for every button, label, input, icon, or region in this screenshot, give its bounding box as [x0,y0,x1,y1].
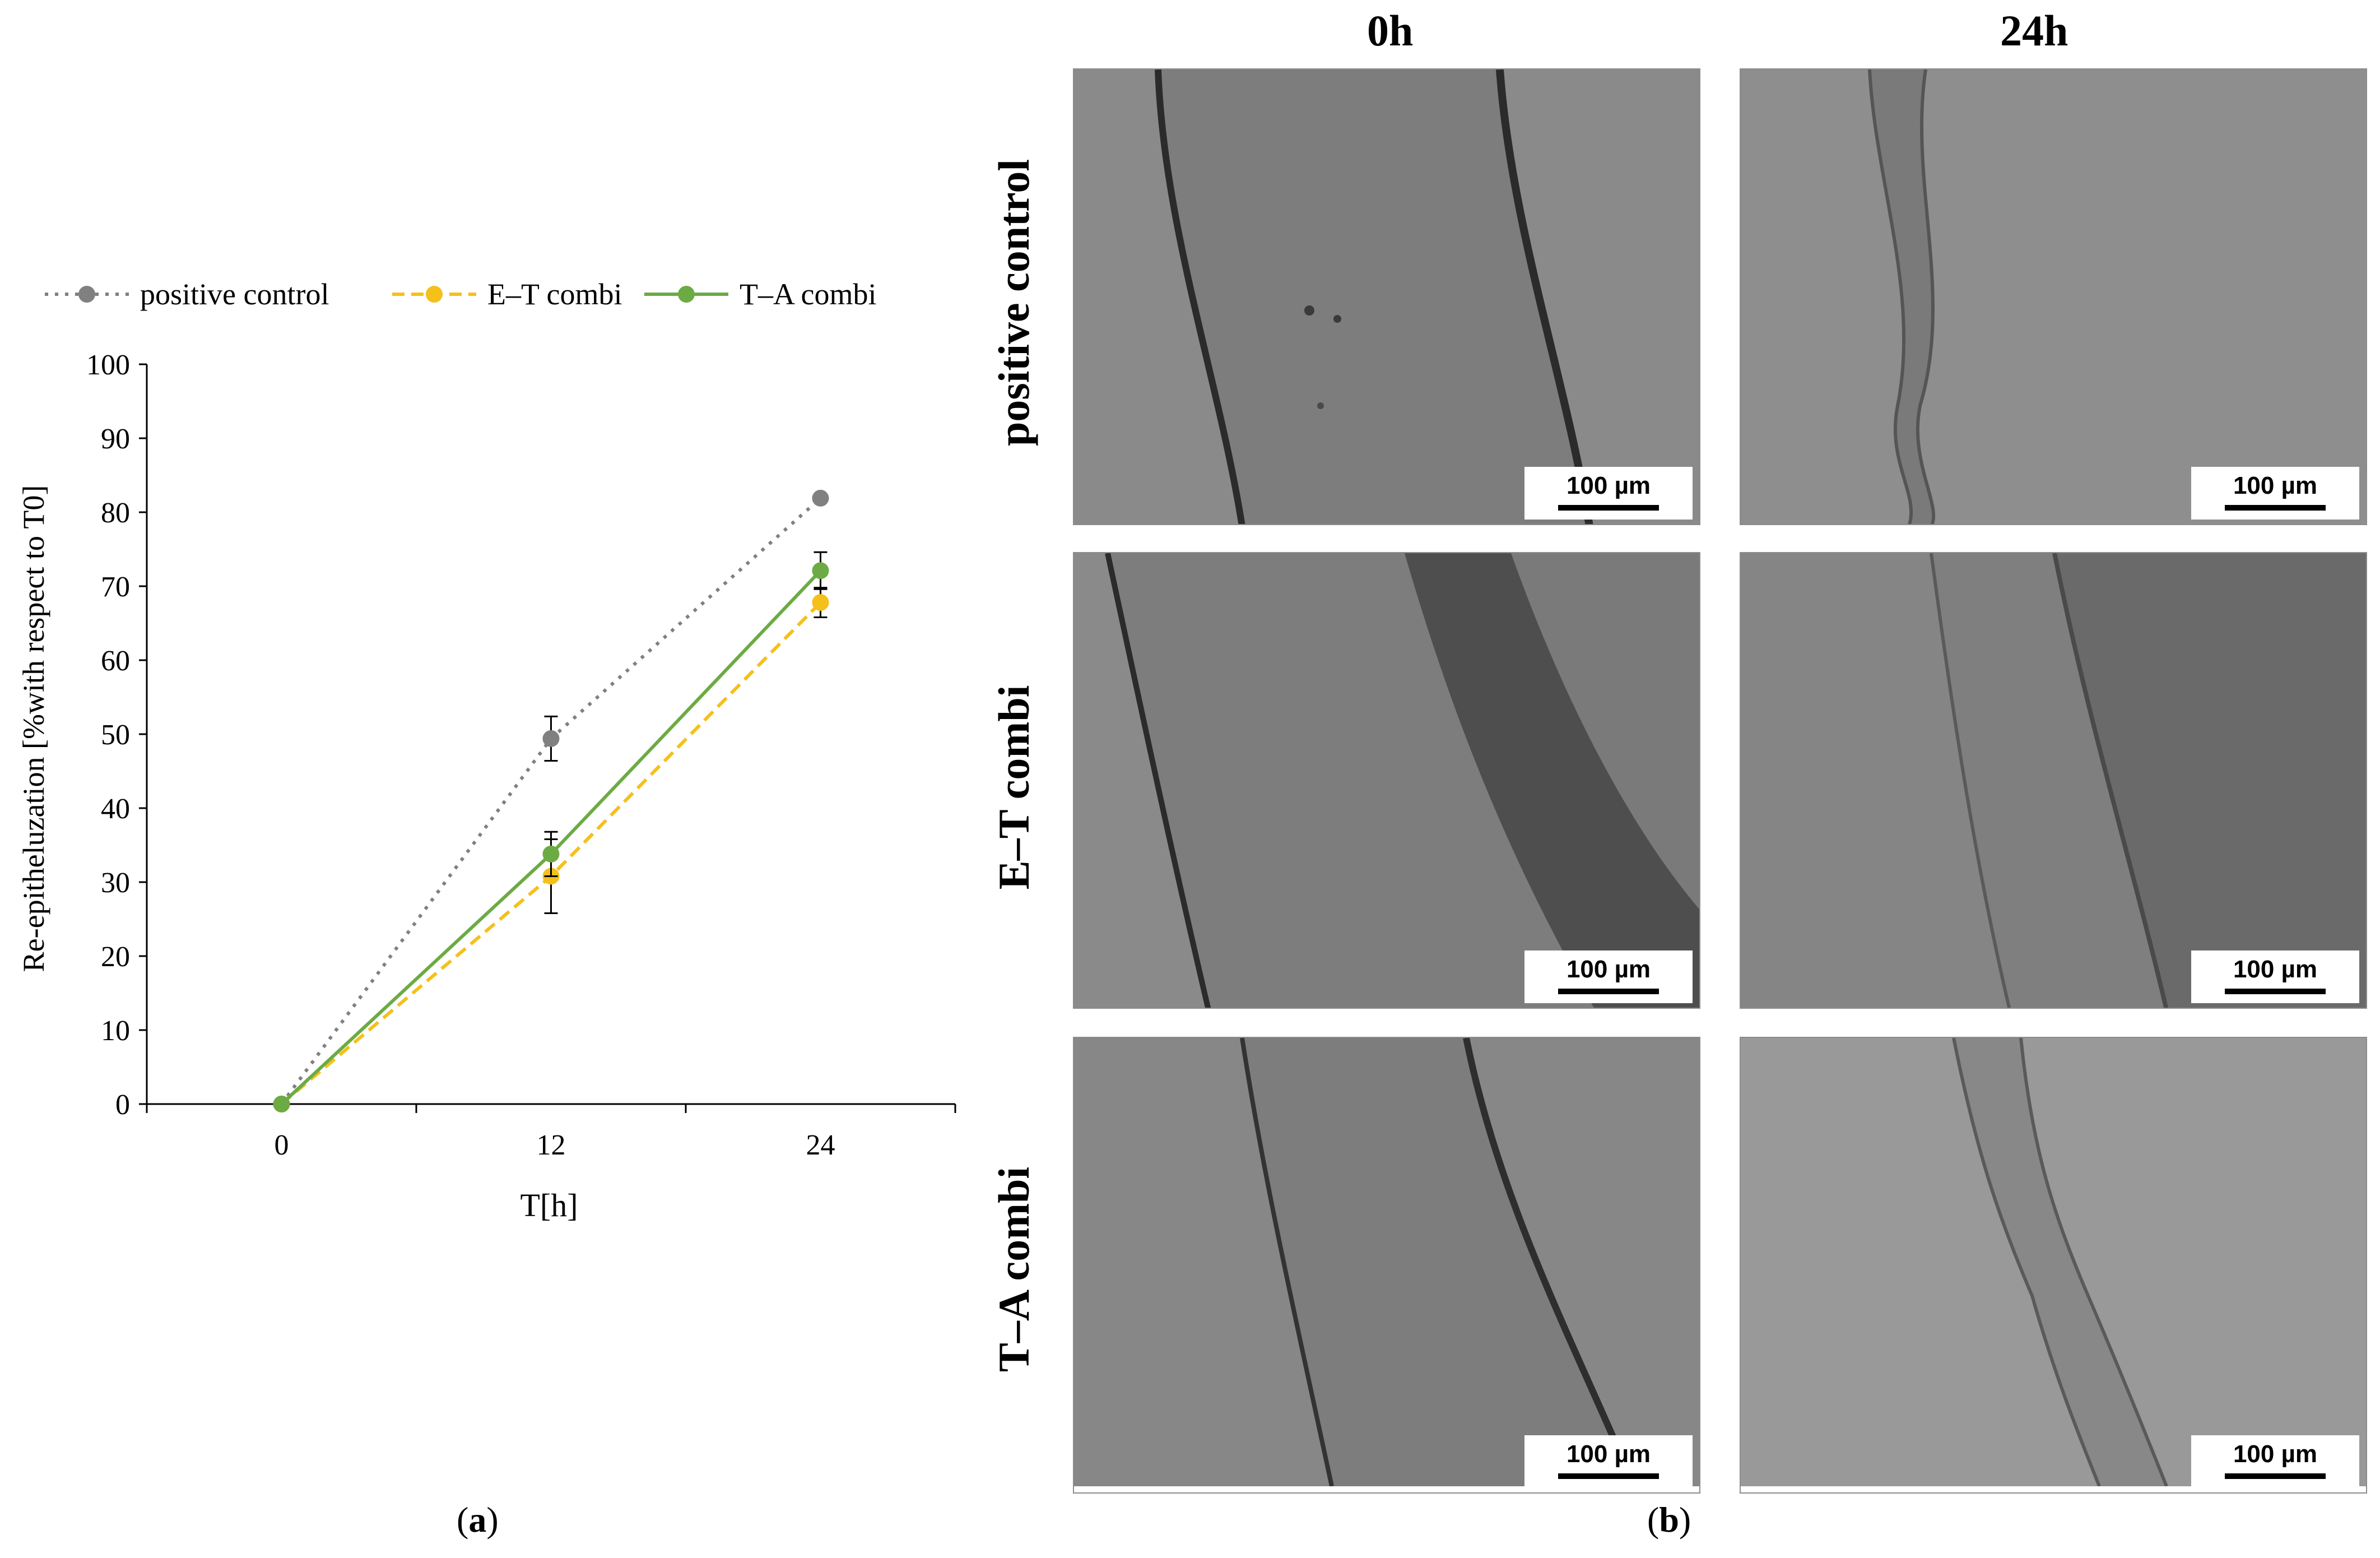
y-tick-label: 50 [101,719,130,751]
scale-bar [2225,989,2326,994]
x-tick-label: 12 [537,1129,566,1161]
y-tick-label: 90 [101,423,130,455]
legend-marker [426,286,443,303]
chart-axes: 0 10 20 30 40 50 60 70 80 90 100 0 12 24 [86,349,955,1161]
series-3 [273,552,829,1112]
y-axis-title: Re-epitheluzation [%with respect to T0] [17,485,50,972]
data-point [273,1096,290,1112]
micrograph-et-combi-24h: 100 µm [1740,552,2367,1009]
micrograph-positive-control-24h: 100 µm [1740,68,2367,525]
scale-bar-label: 100 µm [2191,950,2359,985]
column-header-24h: 24h [2000,6,2068,56]
scale-bar-label: 100 µm [1524,950,1693,985]
panel-a-label: (a) [457,1499,499,1541]
data-point [543,730,560,747]
scale-bar-box: 100 µm [2191,467,2359,520]
y-tick-label: 0 [115,1089,130,1121]
x-axis-title: T[h] [520,1187,578,1223]
y-tick-label: 100 [86,349,130,381]
scale-bar [1558,989,1659,994]
series-line [282,498,821,1104]
scale-bar-label: 100 µm [1524,1435,1693,1470]
scale-bar-label: 100 µm [1524,467,1693,502]
row-header-et-combi: E–T combi [989,685,1039,890]
scale-bar [1558,1473,1659,1479]
scale-bar-box: 100 µm [1524,950,1693,1003]
micrograph-positive-control-0h: 100 µm [1073,68,1700,525]
scale-bar-box: 100 µm [2191,950,2359,1003]
data-point [543,846,560,863]
legend: positive control E–T combi T–A combi [45,277,876,311]
legend-label: positive control [140,277,329,311]
micrograph-ta-combi-24h: 100 µm [1740,1037,2367,1494]
y-tick-label: 80 [101,497,130,529]
scale-bar-box: 100 µm [2191,1435,2359,1488]
scale-bar-box: 100 µm [1524,1435,1693,1488]
panel-b-label: (b) [1647,1499,1691,1541]
legend-marker [678,286,695,303]
x-tick-label: 0 [275,1129,289,1161]
scale-bar-label: 100 µm [2191,1435,2359,1470]
scale-bar [1558,505,1659,511]
x-tick-label: 24 [806,1129,835,1161]
data-point [812,490,829,507]
y-tick-label: 70 [101,571,130,603]
row-header-ta-combi: T–A combi [989,1167,1039,1372]
scale-bar-label: 100 µm [2191,467,2359,502]
series-1 [273,490,829,1112]
y-tick-label: 60 [101,645,130,677]
legend-label: T–A combi [740,277,876,311]
micrograph-et-combi-0h: 100 µm [1073,552,1700,1009]
y-tick-label: 10 [101,1015,130,1047]
scale-bar [2225,505,2326,511]
data-point [812,562,829,579]
data-point [812,594,829,611]
y-tick-label: 40 [101,793,130,825]
row-header-positive-control: positive control [989,159,1039,446]
legend-label: E–T combi [487,277,622,311]
chart-series [273,490,829,1112]
micrograph-ta-combi-0h: 100 µm [1073,1037,1700,1494]
legend-marker [78,286,95,303]
y-tick-label: 30 [101,867,130,899]
column-header-0h: 0h [1367,6,1413,56]
scale-bar [2225,1473,2326,1479]
y-tick-label: 20 [101,941,130,973]
scale-bar-box: 100 µm [1524,467,1693,520]
